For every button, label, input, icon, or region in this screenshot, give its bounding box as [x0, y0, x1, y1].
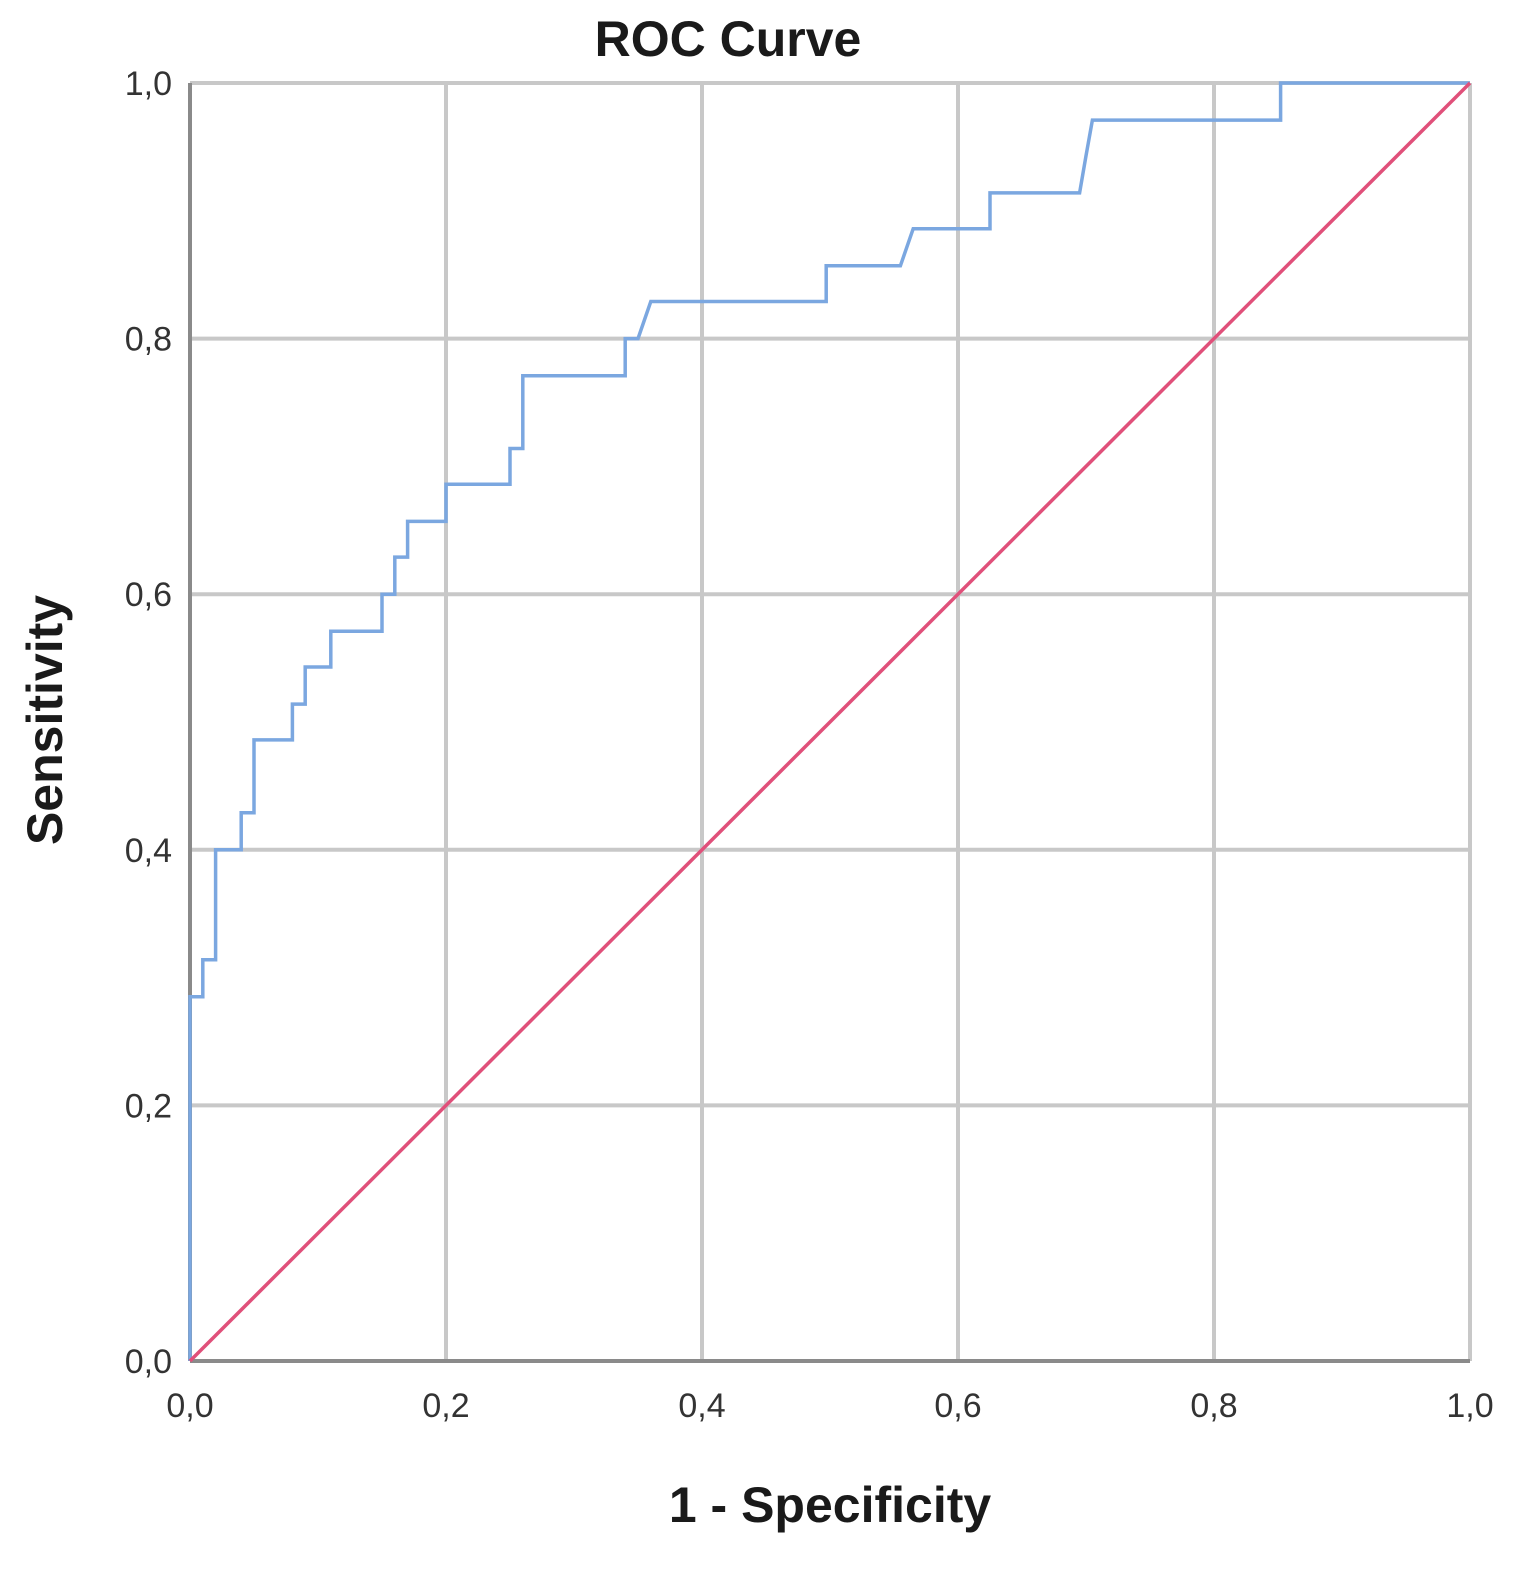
- x-tick-label: 0,4: [678, 1387, 725, 1425]
- chart-title: ROC Curve: [595, 11, 862, 67]
- x-axis-ticks: 0,0 0,2 0,4 0,6 0,8 1,0: [166, 1387, 1493, 1425]
- x-tick-label: 0,6: [934, 1387, 981, 1425]
- y-tick-label: 1,0: [125, 65, 172, 103]
- x-tick-label: 0,2: [422, 1387, 469, 1425]
- roc-curve-line: [188, 81, 1470, 1361]
- series-group: [188, 81, 1472, 1363]
- y-axis-ticks: 0,0 0,2 0,4 0,6 0,8 1,0: [125, 65, 172, 1381]
- grid: [188, 81, 1472, 1363]
- y-axis-label: Sensitivity: [17, 595, 73, 845]
- x-tick-label: 0,8: [1190, 1387, 1237, 1425]
- x-tick-label: 1,0: [1446, 1387, 1493, 1425]
- x-axis-label: 1 - Specificity: [669, 1477, 992, 1533]
- y-tick-label: 0,8: [125, 321, 172, 359]
- x-tick-label: 0,0: [166, 1387, 213, 1425]
- y-tick-label: 0,6: [125, 576, 172, 614]
- y-tick-label: 0,0: [125, 1343, 172, 1381]
- y-tick-label: 0,4: [125, 832, 172, 870]
- reference-diagonal-line: [188, 81, 1472, 1363]
- y-tick-label: 0,2: [125, 1087, 172, 1125]
